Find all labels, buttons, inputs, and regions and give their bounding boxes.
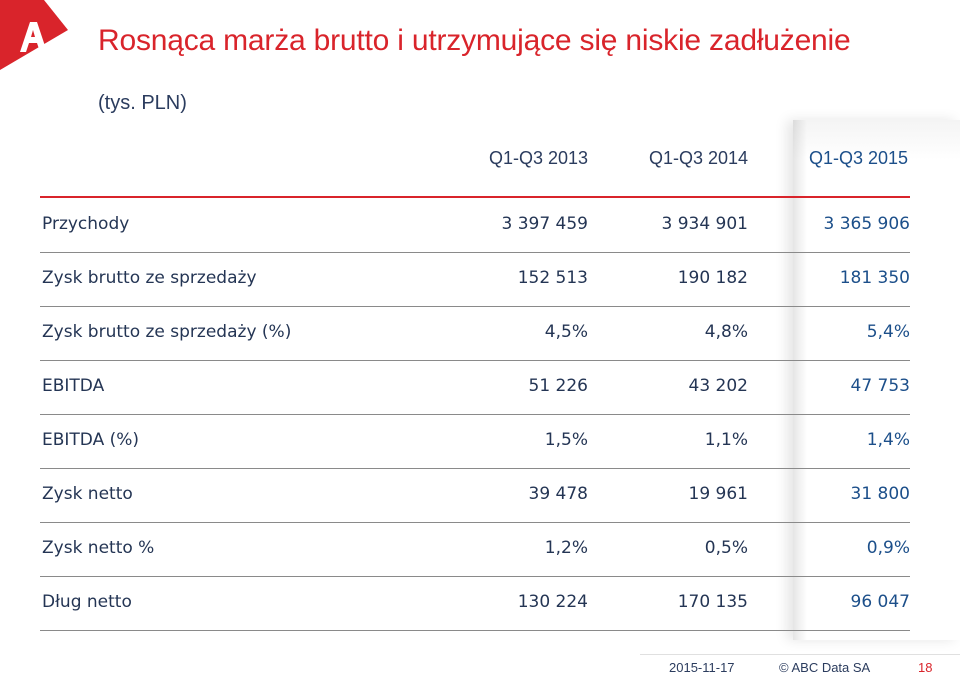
row-divider: [40, 630, 910, 631]
cell-2013: 3 397 459: [501, 214, 588, 234]
row-divider: [40, 576, 910, 577]
cell-2015: 1,4%: [866, 430, 910, 450]
cell-2015: 31 800: [850, 484, 910, 504]
cell-2013: 130 224: [517, 592, 588, 612]
cell-2014: 1,1%: [704, 430, 748, 450]
unit-label: (tys. PLN): [98, 92, 187, 114]
column-header-2013: Q1-Q3 2013: [488, 148, 588, 168]
column-header-2015: Q1-Q3 2015: [808, 148, 908, 168]
table-row: EBITDA (%) 1,5% 1,1% 1,4%: [40, 430, 912, 460]
highlighted-column-background: [793, 120, 960, 640]
cell-2014: 3 934 901: [661, 214, 748, 234]
slide-title: Rosnąca marża brutto i utrzymujące się n…: [98, 24, 851, 57]
row-label: Przychody: [42, 214, 130, 234]
row-divider: [40, 360, 910, 361]
table-row: Zysk brutto ze sprzedaży (%) 4,5% 4,8% 5…: [40, 322, 912, 352]
header-divider: [40, 196, 910, 198]
cell-2015: 3 365 906: [823, 214, 910, 234]
table-row: Zysk netto % 1,2% 0,5% 0,9%: [40, 538, 912, 568]
row-label: Dług netto: [42, 592, 132, 612]
footer-divider: [640, 654, 960, 655]
cell-2015: 5,4%: [866, 322, 910, 342]
row-divider: [40, 414, 910, 415]
page-number: 18: [918, 660, 933, 675]
cell-2014: 190 182: [677, 268, 748, 288]
row-label: Zysk netto: [42, 484, 133, 504]
row-label: Zysk netto %: [42, 538, 155, 558]
cell-2014: 0,5%: [704, 538, 748, 558]
row-divider: [40, 522, 910, 523]
row-divider: [40, 306, 910, 307]
cell-2013: 1,2%: [544, 538, 588, 558]
cell-2014: 4,8%: [704, 322, 748, 342]
cell-2014: 19 961: [688, 484, 748, 504]
row-label: Zysk brutto ze sprzedaży (%): [42, 322, 292, 342]
cell-2013: 1,5%: [544, 430, 588, 450]
cell-2013: 51 226: [528, 376, 588, 396]
column-header-2014: Q1-Q3 2014: [648, 148, 748, 168]
cell-2013: 4,5%: [544, 322, 588, 342]
cell-2013: 39 478: [528, 484, 588, 504]
footer-date: 2015-11-17: [669, 660, 735, 675]
row-divider: [40, 468, 910, 469]
cell-2015: 181 350: [839, 268, 910, 288]
cell-2015: 96 047: [850, 592, 910, 612]
table-row: Przychody 3 397 459 3 934 901 3 365 906: [40, 214, 912, 244]
table-row: EBITDA 51 226 43 202 47 753: [40, 376, 912, 406]
table-row: Zysk brutto ze sprzedaży 152 513 190 182…: [40, 268, 912, 298]
cell-2015: 0,9%: [866, 538, 910, 558]
row-label: EBITDA: [42, 376, 105, 396]
table-row: Zysk netto 39 478 19 961 31 800: [40, 484, 912, 514]
footer-copyright: © ABC Data SA: [779, 660, 871, 675]
row-label: EBITDA (%): [42, 430, 140, 450]
cell-2015: 47 753: [850, 376, 910, 396]
cell-2014: 43 202: [688, 376, 748, 396]
cell-2014: 170 135: [677, 592, 748, 612]
row-divider: [40, 252, 910, 253]
abc-data-logo-icon: [0, 0, 68, 70]
table-row: Dług netto 130 224 170 135 96 047: [40, 592, 912, 622]
row-label: Zysk brutto ze sprzedaży: [42, 268, 257, 288]
cell-2013: 152 513: [517, 268, 588, 288]
